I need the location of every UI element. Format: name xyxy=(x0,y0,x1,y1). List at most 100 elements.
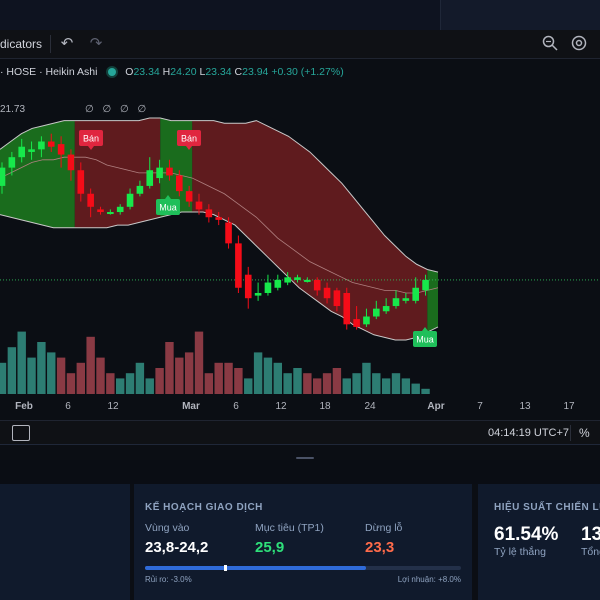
candle xyxy=(77,170,85,194)
open-label: O xyxy=(125,66,134,78)
volume-bar xyxy=(194,331,204,394)
candle xyxy=(304,279,311,282)
symbol-label[interactable]: · HOSE · Heikin Ashi xyxy=(0,66,98,78)
gear-icon[interactable] xyxy=(569,34,589,54)
panel-gap xyxy=(0,460,600,484)
target-value: 25,9 xyxy=(255,539,285,556)
volume-bar xyxy=(313,378,322,394)
volume-bar xyxy=(263,357,273,394)
price-chart[interactable]: Bán Bán Mua Mua Feb 6 12 Mar 6 12 18 24 Apr 7 13 17 xyxy=(0,58,600,420)
candle xyxy=(343,292,351,325)
volume-bar xyxy=(27,357,36,394)
candle xyxy=(353,319,360,327)
stop-loss-value: 23,3 xyxy=(365,539,395,556)
volume-bar xyxy=(184,352,194,394)
candle xyxy=(166,167,173,176)
reward-text: Lợi nhuận: +8.0% xyxy=(397,575,461,584)
volume-bar xyxy=(7,347,17,394)
indicator-placeholders: ∅ ∅ ∅ ∅ xyxy=(85,104,150,115)
candle xyxy=(254,292,262,296)
volume-bar xyxy=(76,362,85,394)
top-tab[interactable] xyxy=(440,0,600,30)
candle xyxy=(392,298,400,307)
buy-signal-badge: Mua xyxy=(156,195,180,215)
zoom-search-icon[interactable] xyxy=(540,34,560,54)
open-value: 23.34 xyxy=(133,66,160,78)
win-rate-label: Tỷ lệ thắng xyxy=(494,546,546,558)
upper-band-line xyxy=(0,117,439,273)
risk-reward-bar xyxy=(145,565,461,571)
signal-label: Bán xyxy=(181,134,197,144)
close-value: 23.94 xyxy=(242,66,269,78)
volume-bar xyxy=(273,362,282,394)
candle xyxy=(156,167,163,179)
pane-divider[interactable] xyxy=(0,444,600,461)
volume-bar xyxy=(47,352,56,394)
trade-plan-title: KẾ HOẠCH GIAO DỊCH xyxy=(145,502,263,513)
candle xyxy=(107,212,114,215)
volume-bar xyxy=(303,373,312,394)
risk-reward-marker xyxy=(224,565,227,571)
indicators-button[interactable]: dicators xyxy=(0,37,43,51)
candle xyxy=(412,287,419,301)
buy-signal-badge: Mua xyxy=(413,327,437,347)
candle xyxy=(323,287,331,299)
x-tick-label: Feb xyxy=(15,401,33,412)
calendar-icon[interactable] xyxy=(12,425,30,441)
x-tick-label: 17 xyxy=(563,401,575,412)
volume-bar xyxy=(116,378,125,394)
volume-bar xyxy=(86,336,95,394)
risk-reward-fill xyxy=(145,566,367,570)
band-zone-bear xyxy=(192,120,428,341)
clock-time[interactable]: 04:14:19 UTC+7 xyxy=(488,427,570,439)
volume-bar xyxy=(352,373,361,394)
indicator-legend: 21.73 ∅ ∅ ∅ ∅ xyxy=(0,104,149,115)
entry-label: Vùng vào xyxy=(145,522,190,534)
x-tick-label: 24 xyxy=(364,401,376,412)
candle xyxy=(333,290,341,307)
total-value: 13 xyxy=(581,524,600,545)
candle xyxy=(176,175,183,192)
high-value: 24.20 xyxy=(170,66,197,78)
x-tick-label: Apr xyxy=(427,401,444,412)
volume-bar xyxy=(283,373,292,394)
redo-icon[interactable]: ↷ xyxy=(89,35,103,52)
volume-bar xyxy=(37,342,46,394)
band-zone-bull xyxy=(427,269,438,333)
x-tick-label: Mar xyxy=(182,401,200,412)
chart-status-bar: 04:14:19 UTC+7 % xyxy=(0,420,600,445)
volume-bar xyxy=(411,383,420,394)
sell-signal-badge: Bán xyxy=(177,130,201,150)
candle xyxy=(373,308,380,317)
undo-icon[interactable]: ↶ xyxy=(60,35,74,52)
volume-bar xyxy=(362,362,371,394)
candle xyxy=(126,193,134,207)
entry-value: 23,8-24,2 xyxy=(145,539,209,556)
resize-handle[interactable] xyxy=(296,457,314,459)
candle xyxy=(146,170,154,186)
volume-bar xyxy=(0,362,7,394)
win-rate-value: 61.54% xyxy=(494,524,559,545)
candle xyxy=(87,193,94,207)
x-tick-label: 18 xyxy=(319,401,331,412)
volume-bar xyxy=(322,373,332,394)
candle xyxy=(244,274,252,299)
indicator-value: 21.73 xyxy=(0,104,26,115)
volume-bar xyxy=(155,368,164,394)
volume-bar xyxy=(401,378,411,394)
market-status-dot xyxy=(108,68,117,76)
left-panel xyxy=(0,484,130,600)
volume-bar xyxy=(244,378,253,394)
candle xyxy=(215,217,222,220)
toolbar-separator xyxy=(50,35,51,53)
candle xyxy=(195,201,203,210)
signal-label: Mua xyxy=(416,335,434,345)
chart-legend: · HOSE · Heikin Ashi O23.34 H24.20 L23.3… xyxy=(0,66,344,78)
top-strip xyxy=(0,0,600,31)
candle xyxy=(422,279,429,291)
performance-panel: HIỆU SUẤT CHIẾN LƯ 61.54% Tỷ lệ thắng 13… xyxy=(478,484,600,600)
percent-scale-button[interactable]: % xyxy=(579,426,590,440)
x-tick-label: 12 xyxy=(275,401,287,412)
candle xyxy=(382,306,390,312)
volume-bar xyxy=(381,378,391,394)
